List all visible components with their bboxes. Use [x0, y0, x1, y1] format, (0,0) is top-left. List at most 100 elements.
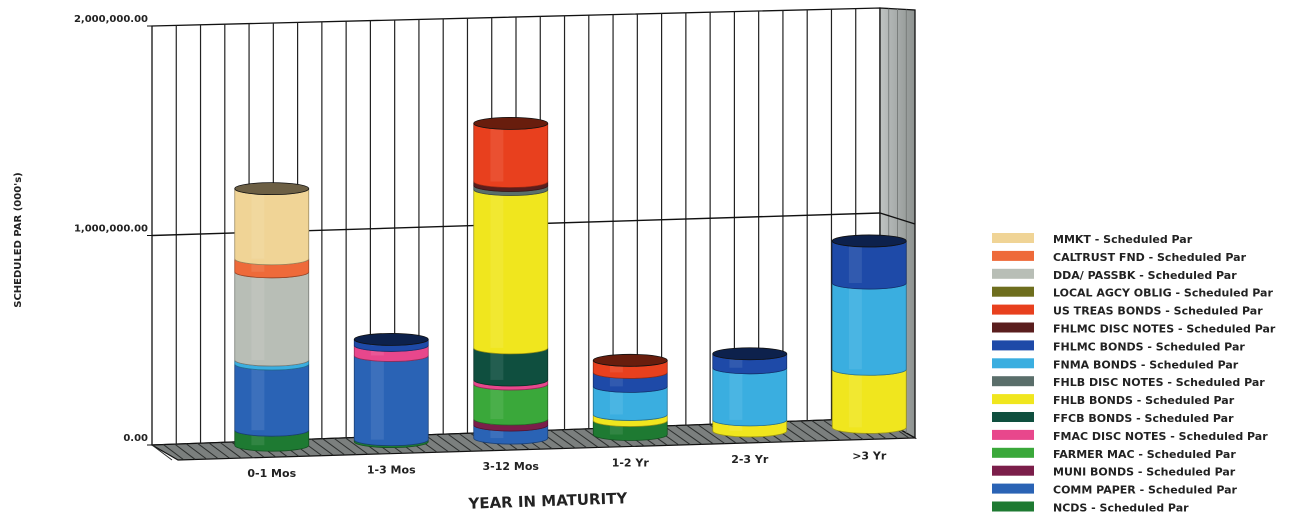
y-tick-label: 0.00 [123, 433, 148, 444]
x-tick-label: 1-3 Mos [367, 464, 416, 477]
legend-swatch [992, 412, 1034, 422]
floor-hatch [151, 444, 173, 461]
legend-label: MUNI BONDS - Scheduled Par [1053, 466, 1236, 479]
bar-segment-highlight [490, 383, 504, 420]
bar-top-cap [592, 353, 668, 367]
legend-swatch [992, 340, 1034, 351]
floor-hatch [583, 428, 610, 448]
bar-top-cap [353, 333, 429, 346]
y-axis-title: SCHEDULED PAR (000's) [13, 172, 24, 308]
floor-hatch [447, 433, 472, 452]
y-tick-label: 2,000,000.00 [74, 14, 148, 25]
x-tick-label: 0-1 Mos [247, 467, 296, 480]
floor-hatch [697, 424, 726, 444]
legend-label: FNMA BONDS - Scheduled Par [1053, 358, 1239, 371]
chart-bars [234, 116, 907, 452]
bar-segment-highlight [490, 123, 504, 182]
legend-label: FARMER MAC - Scheduled Par [1053, 448, 1236, 461]
legend-label: MMKT - Scheduled Par [1053, 233, 1193, 246]
legend-swatch [992, 304, 1034, 315]
floor-hatch [811, 420, 841, 441]
legend-label: FHLMC DISC NOTES - Scheduled Par [1053, 323, 1276, 336]
bar-segment [831, 240, 907, 290]
floor-hatch [322, 438, 346, 456]
legend-swatch [992, 233, 1034, 243]
legend-label: NCDS - Scheduled Par [1053, 502, 1189, 515]
floor-hatch [219, 442, 242, 459]
legend-swatch [992, 465, 1034, 476]
legend-label: US TREAS BONDS - Scheduled Par [1053, 305, 1263, 318]
floor-hatch [424, 434, 449, 453]
legend-label: FHLB BONDS - Scheduled Par [1053, 394, 1235, 407]
bar-segment-highlight [251, 271, 265, 361]
floor-hatch [561, 429, 587, 449]
floor-hatch [686, 424, 714, 445]
legend-label: FHLMC BONDS - Scheduled Par [1053, 340, 1245, 353]
floor-hatch [208, 442, 230, 459]
legend-swatch [992, 376, 1034, 387]
floor-hatch [197, 442, 219, 460]
bar-top-cap [831, 234, 907, 248]
legend-label: CALTRUST FND - Scheduled Par [1053, 251, 1247, 264]
floor-hatch [345, 437, 369, 455]
bar-segment-highlight [490, 347, 504, 380]
bar-segment-highlight [729, 367, 743, 420]
bar-segment-highlight [251, 364, 265, 431]
floor-hatch [458, 433, 484, 452]
legend-swatch [992, 394, 1034, 405]
x-tick-label: 2-3 Yr [731, 453, 769, 466]
bar-segment [353, 355, 429, 447]
floor-hatch [310, 438, 334, 456]
floor-hatch [163, 444, 184, 461]
floor-hatch [549, 429, 576, 449]
legend-label: COMM PAPER - Scheduled Par [1053, 484, 1238, 497]
x-tick-label: 1-2 Yr [612, 457, 650, 470]
x-tick-label: >3 Yr [852, 449, 887, 462]
x-axis-ticks: 0-1 Mos 1-3 Mos 3-12 Mos 1-2 Yr 2-3 Yr >3 Yr [247, 449, 887, 480]
floor-hatch [800, 420, 829, 441]
bar-segment-highlight [848, 369, 862, 428]
legend-swatch [992, 358, 1034, 369]
legend-swatch [992, 286, 1034, 297]
legend-swatch [992, 250, 1034, 261]
floor-hatch [436, 434, 461, 452]
legend-swatch [992, 268, 1034, 279]
bar-top-cap [712, 347, 788, 361]
bar-segment [234, 188, 310, 266]
bar-segment [712, 367, 788, 427]
bar-segment-highlight [609, 386, 623, 415]
legend-label: DDA/ PASSBK - Scheduled Par [1053, 269, 1237, 282]
bar-top-cap [234, 182, 310, 196]
bar-segment-highlight [848, 240, 862, 284]
x-axis-title: YEAR IN MATURITY [467, 489, 629, 513]
legend-swatch [992, 322, 1034, 333]
legend-swatch [992, 483, 1034, 494]
bar-segment [234, 271, 310, 367]
bar-segment-highlight [490, 189, 504, 348]
floor-hatch [663, 425, 691, 445]
bar-segment-highlight [251, 188, 265, 259]
bar-segment [234, 363, 310, 437]
bar-segment [831, 282, 907, 376]
side-horizontal-gridline [879, 212, 916, 225]
y-tick-label: 1,000,000.00 [74, 224, 148, 235]
x-tick-label: 3-12 Mos [483, 460, 540, 473]
y-axis-ticks: 0.00 1,000,000.00 2,000,000.00 [74, 14, 152, 446]
legend-swatch [992, 429, 1034, 440]
floor-hatch [174, 443, 196, 460]
bar-segment [473, 123, 549, 188]
legend-swatch [992, 501, 1034, 512]
legend-label: FHLB DISC NOTES - Scheduled Par [1053, 376, 1265, 389]
legend-label: FFCB BONDS - Scheduled Par [1053, 412, 1234, 425]
bar-segment-highlight [848, 283, 862, 370]
floor-hatch [572, 428, 599, 448]
floor-hatch [185, 443, 207, 460]
floor-hatch [333, 437, 357, 455]
floor-hatch [788, 420, 818, 442]
legend-swatch [992, 447, 1034, 458]
bar-segment [473, 189, 549, 355]
legend: MMKT - Scheduled Par CALTRUST FND - Sched… [992, 233, 1276, 515]
floor-hatch [674, 425, 703, 445]
legend-label: FMAC DISC NOTES - Scheduled Par [1053, 430, 1268, 443]
